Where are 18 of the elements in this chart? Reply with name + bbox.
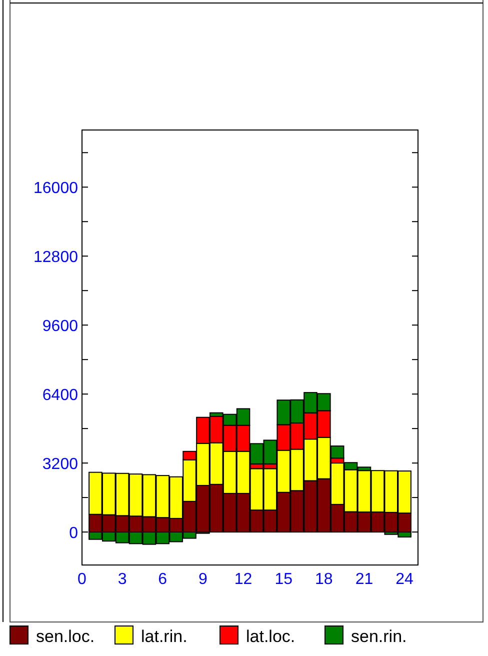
x-tick-label: 6 (158, 571, 168, 588)
y-tick-label: 12800 (34, 249, 78, 266)
y-tick-label: 16000 (34, 180, 78, 198)
y-tick-label: 3200 (42, 456, 78, 474)
x-tick-label: 9 (198, 571, 208, 588)
legend-label: sen.loc. (36, 627, 95, 646)
legend-label: sen.rin. (351, 627, 407, 646)
y-tick-label: 6400 (42, 387, 78, 404)
x-tick-label: 24 (396, 571, 414, 588)
y-tick-label: 9600 (42, 318, 78, 336)
y-tick-label: 0 (69, 525, 78, 542)
x-tick-label: 3 (118, 571, 127, 588)
legend-label: lat.loc. (246, 627, 296, 646)
legend-label: lat.rin. (141, 627, 188, 646)
x-tick-label: 12 (234, 571, 252, 588)
x-tick-label: 18 (315, 571, 333, 588)
x-tick-label: 15 (274, 571, 293, 588)
x-tick-label: 21 (355, 571, 374, 588)
